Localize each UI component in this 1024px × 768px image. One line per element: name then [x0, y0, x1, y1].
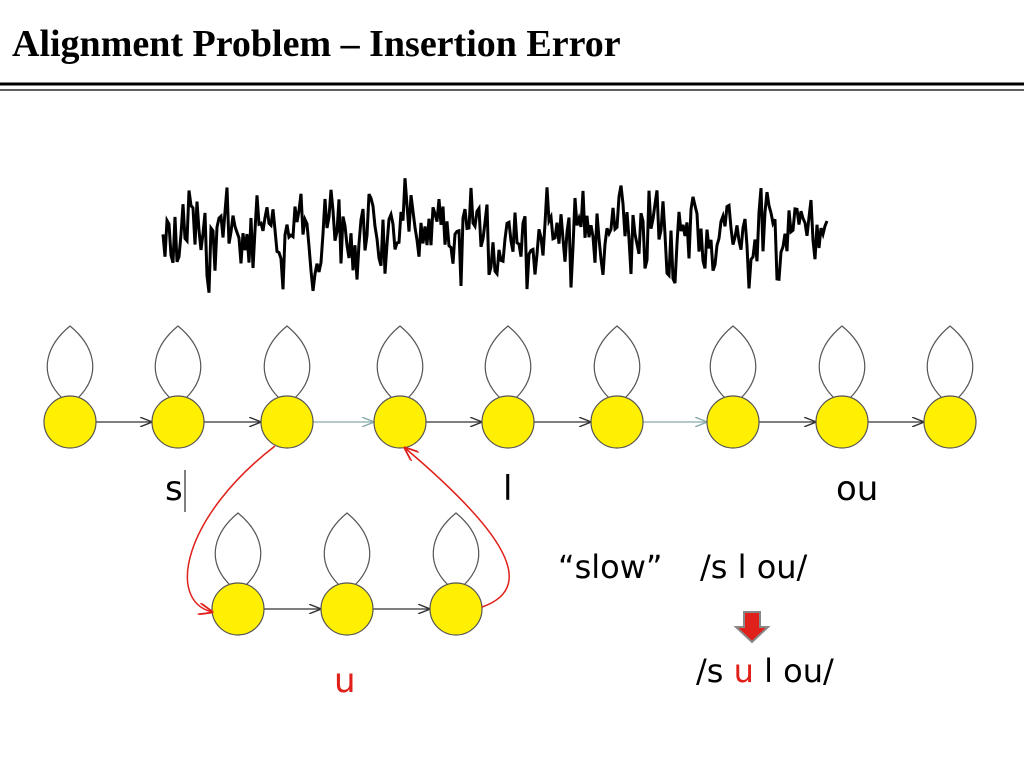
result-pronunciation: /s u l ou/ [696, 652, 834, 690]
pronunciation: /s l ou/ [700, 548, 808, 586]
self-loop [484, 325, 532, 399]
self-loop [263, 325, 311, 399]
self-loop [818, 325, 866, 399]
self-loop [593, 325, 641, 399]
phone-label: u [334, 661, 356, 701]
state [923, 395, 977, 449]
slide-title: Alignment Problem – Insertion Error [12, 23, 621, 65]
hmm-graph [43, 325, 977, 636]
word: “slow” [558, 548, 662, 586]
state [429, 582, 483, 636]
down-arrow [733, 611, 771, 644]
state [151, 395, 205, 449]
state [481, 395, 535, 449]
self-loop [376, 325, 424, 399]
state [260, 395, 314, 449]
return-edge [405, 448, 510, 608]
state [590, 395, 644, 449]
state [706, 395, 760, 449]
state [211, 582, 265, 636]
self-loop [154, 325, 202, 399]
result-part: l ou/ [764, 652, 834, 690]
phone-label: l [503, 469, 512, 509]
state [43, 395, 97, 449]
self-loop [214, 512, 262, 586]
phone-label: s [165, 469, 183, 509]
self-loop [926, 325, 974, 399]
state [320, 582, 374, 636]
phone-label: ou [836, 469, 878, 509]
inserted-phone: u [734, 652, 754, 690]
waveform [161, 178, 829, 293]
self-loop [709, 325, 757, 399]
self-loop [432, 512, 480, 586]
self-loop [323, 512, 371, 586]
state [815, 395, 869, 449]
insertion-edge [186, 445, 276, 612]
self-loop [46, 325, 94, 399]
result-part: /s [696, 652, 723, 690]
state [373, 395, 427, 449]
